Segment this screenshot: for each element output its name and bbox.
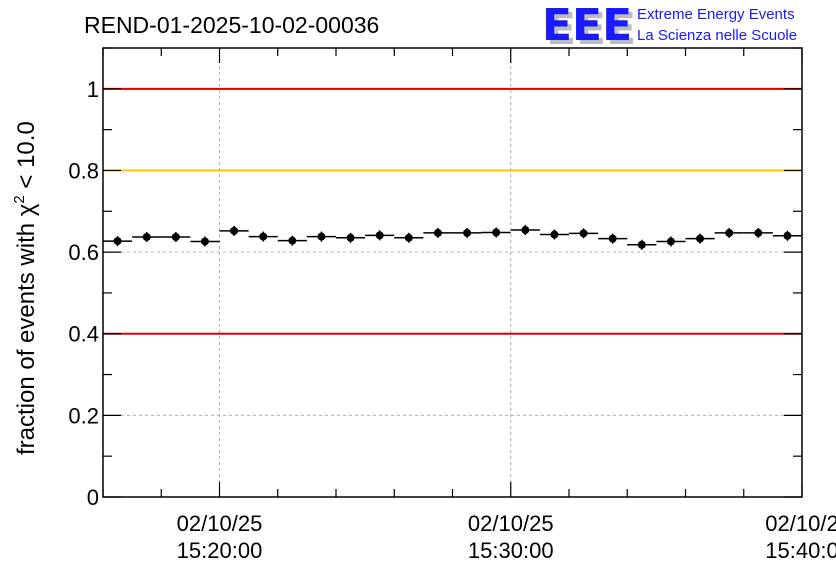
data-point bbox=[113, 237, 122, 246]
tick-labels: 00.20.40.60.8102/10/2515:20:0002/10/2515… bbox=[68, 77, 836, 563]
grid-lines bbox=[103, 48, 803, 497]
data-point bbox=[433, 228, 442, 237]
reference-lines bbox=[103, 87, 802, 335]
x-tick-label-date: 02/10/25 bbox=[468, 511, 554, 536]
data-point bbox=[200, 237, 209, 246]
y-tick-label: 0.4 bbox=[68, 322, 99, 347]
data-point bbox=[230, 226, 239, 235]
data-point bbox=[346, 233, 355, 242]
eee-logo: EEE EEE Extreme Energy Events La Scienza… bbox=[542, 0, 797, 55]
data-point bbox=[637, 240, 646, 249]
data-point bbox=[608, 234, 617, 243]
data-points bbox=[103, 225, 802, 250]
y-axis-label: fraction of events with χ2 < 10.0 bbox=[11, 121, 40, 455]
data-point bbox=[317, 232, 326, 241]
data-point bbox=[171, 232, 180, 241]
x-tick-label-date: 02/10/2 bbox=[765, 511, 836, 536]
x-tick-label-time: 15:20:00 bbox=[177, 538, 263, 563]
chart-title: REND-01-2025-10-02-00036 bbox=[84, 12, 379, 38]
y-tick-label: 0 bbox=[87, 485, 99, 510]
x-tick-label-date: 02/10/25 bbox=[177, 511, 263, 536]
y-tick-label: 0.6 bbox=[68, 240, 99, 265]
y-axis-label-superscript: 2 bbox=[11, 195, 28, 203]
data-point bbox=[754, 228, 763, 237]
axes-frame bbox=[102, 47, 803, 498]
y-tick-label: 0.8 bbox=[68, 158, 99, 183]
data-point bbox=[521, 226, 530, 235]
data-point bbox=[463, 228, 472, 237]
data-point bbox=[142, 232, 151, 241]
y-axis-label-main: fraction of events with χ bbox=[13, 203, 40, 455]
logo-shadow: EEE bbox=[546, 4, 636, 55]
y-axis-label-tail: < 10.0 bbox=[13, 121, 40, 195]
data-point bbox=[404, 233, 413, 242]
logo-line-2: La Scienza nelle Scuole bbox=[637, 27, 797, 44]
logo-line-1: Extreme Energy Events bbox=[637, 6, 795, 23]
data-point bbox=[550, 230, 559, 239]
data-point bbox=[696, 234, 705, 243]
y-tick-label: 1 bbox=[87, 77, 99, 102]
logo-text: EEE bbox=[542, 0, 632, 51]
data-point bbox=[259, 232, 268, 241]
plot-frame bbox=[102, 47, 803, 498]
x-tick-label-time: 15:40:0 bbox=[765, 538, 836, 563]
data-point bbox=[288, 236, 297, 245]
data-point bbox=[375, 231, 384, 240]
x-tick-label-time: 15:30:00 bbox=[468, 538, 554, 563]
data-point bbox=[725, 228, 734, 237]
data-point bbox=[783, 231, 792, 240]
y-tick-label: 0.2 bbox=[68, 403, 99, 428]
data-point bbox=[666, 237, 675, 246]
data-point bbox=[492, 228, 501, 237]
data-point bbox=[579, 229, 588, 238]
